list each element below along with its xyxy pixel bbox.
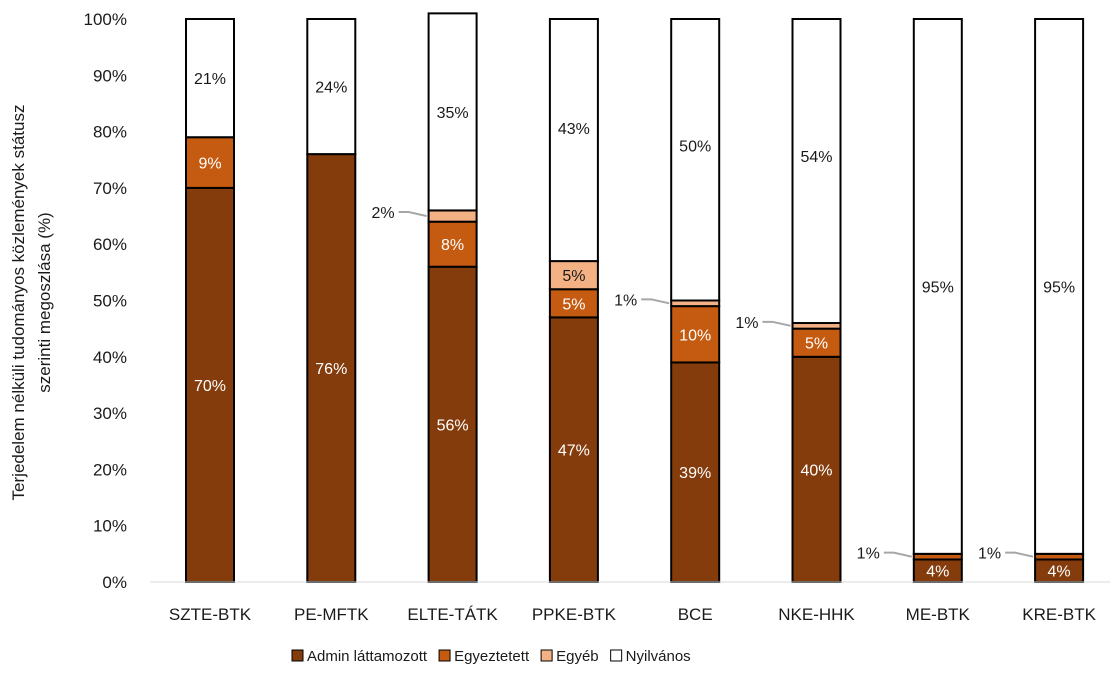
y-axis-title: Terjedelem nélküli tudományos közleménye…: [9, 105, 54, 501]
x-tick-label: KRE-BTK: [1022, 605, 1096, 624]
data-label: 56%: [437, 417, 469, 434]
data-label: 76%: [315, 361, 347, 378]
data-label: 24%: [315, 80, 347, 97]
bar-segment: [670, 18, 721, 302]
legend-label: Nyilvános: [626, 648, 691, 665]
bar-segment: [427, 220, 478, 268]
data-label: 1%: [735, 315, 758, 332]
bar-segment: [427, 209, 478, 223]
x-tick-label: BCE: [678, 605, 713, 624]
y-axis-title-line: Terjedelem nélküli tudományos közleménye…: [9, 105, 28, 501]
bar-segment: [185, 18, 235, 139]
x-tick-label: PPKE-BTK: [532, 605, 617, 624]
legend-swatch: [438, 649, 451, 662]
data-label: 50%: [679, 139, 711, 156]
y-tick-label: 50%: [93, 292, 127, 311]
data-label: 9%: [198, 156, 221, 173]
leader-line: [398, 211, 427, 218]
y-tick-label: 0%: [102, 573, 127, 592]
y-tick-label: 90%: [93, 66, 127, 85]
data-label: 35%: [437, 105, 469, 122]
data-label: 5%: [562, 268, 585, 285]
legend-label: Egyeztetett: [454, 648, 530, 665]
legend: Admin láttamozott Egyeztetett Egyéb Nyilván…: [291, 648, 691, 665]
bars: [185, 12, 1085, 583]
y-tick-label: 30%: [93, 404, 127, 423]
bar-segment: [912, 18, 963, 555]
y-tick-label: 60%: [93, 235, 127, 254]
data-label: 21%: [194, 71, 226, 88]
bar-segment: [548, 316, 599, 583]
data-label: 1%: [978, 546, 1001, 563]
y-axis-ticks: 0% 10% 20% 30% 40% 50% 60% 70% 80% 90% 100%: [84, 10, 127, 592]
y-axis-title-line: szerinti megoszlása (%): [35, 212, 54, 392]
bar-segment: [548, 260, 599, 291]
data-label: 5%: [562, 296, 585, 313]
data-label: 40%: [800, 462, 832, 479]
data-labels: 70% 9% 21% 76% 24% 56% 8% 2% 35% 47% 5% 5% 43% 39% 10%…: [194, 71, 1075, 581]
bar-segment: [306, 18, 357, 156]
data-label: 54%: [800, 149, 832, 166]
data-label: 5%: [805, 336, 828, 353]
legend-swatch: [291, 649, 304, 662]
leader-line: [762, 320, 791, 327]
bar-segment: [791, 327, 842, 358]
leader-line: [1005, 551, 1034, 558]
legend-item: Egyeztetett: [438, 648, 530, 665]
data-label: 2%: [371, 205, 394, 222]
data-label: 4%: [1048, 564, 1071, 581]
legend-label: Admin láttamozott: [307, 648, 428, 665]
y-tick-label: 70%: [93, 179, 127, 198]
data-label: 8%: [441, 237, 464, 254]
bar-segment: [427, 265, 478, 583]
legend-item: Admin láttamozott: [291, 648, 428, 665]
y-tick-label: 20%: [93, 460, 127, 479]
data-label: 1%: [857, 546, 880, 563]
bar-segment: [1034, 18, 1085, 555]
y-tick-label: 80%: [93, 123, 127, 142]
data-label: 47%: [558, 443, 590, 460]
legend-item: Nyilvános: [610, 648, 691, 665]
bar-segment: [427, 12, 478, 212]
leader-line: [883, 551, 913, 558]
bar-segment: [185, 186, 235, 583]
x-tick-label: ELTE-TÁTK: [407, 605, 498, 624]
x-tick-label: PE-MFTK: [294, 605, 369, 624]
x-tick-label: SZTE-BTK: [169, 605, 252, 624]
bar-segment: [306, 153, 357, 583]
data-label: 4%: [926, 564, 949, 581]
data-label: 95%: [1043, 279, 1075, 296]
data-label: 1%: [614, 292, 637, 309]
y-tick-label: 40%: [93, 348, 127, 367]
data-label: 10%: [679, 327, 711, 344]
legend-item: Egyéb: [540, 648, 599, 665]
x-tick-label: NKE-HHK: [778, 605, 855, 624]
data-label: 43%: [558, 121, 590, 138]
legend-swatch: [610, 649, 623, 662]
bar-segment: [548, 18, 599, 263]
y-tick-label: 10%: [93, 517, 127, 536]
legend-label: Egyéb: [556, 648, 599, 665]
data-label: 70%: [194, 378, 226, 395]
bar-segment: [791, 18, 842, 325]
bar-segment: [670, 305, 721, 364]
data-label: 39%: [679, 465, 711, 482]
leader-line: [641, 298, 670, 305]
x-tick-label: ME-BTK: [906, 605, 971, 624]
y-tick-label: 100%: [84, 10, 127, 29]
legend-swatch: [540, 649, 553, 662]
x-axis-ticks: SZTE-BTK PE-MFTK ELTE-TÁTK PPKE-BTK BCE NKE-H…: [169, 605, 1097, 624]
data-label: 95%: [922, 279, 954, 296]
bar-segment: [185, 136, 235, 189]
